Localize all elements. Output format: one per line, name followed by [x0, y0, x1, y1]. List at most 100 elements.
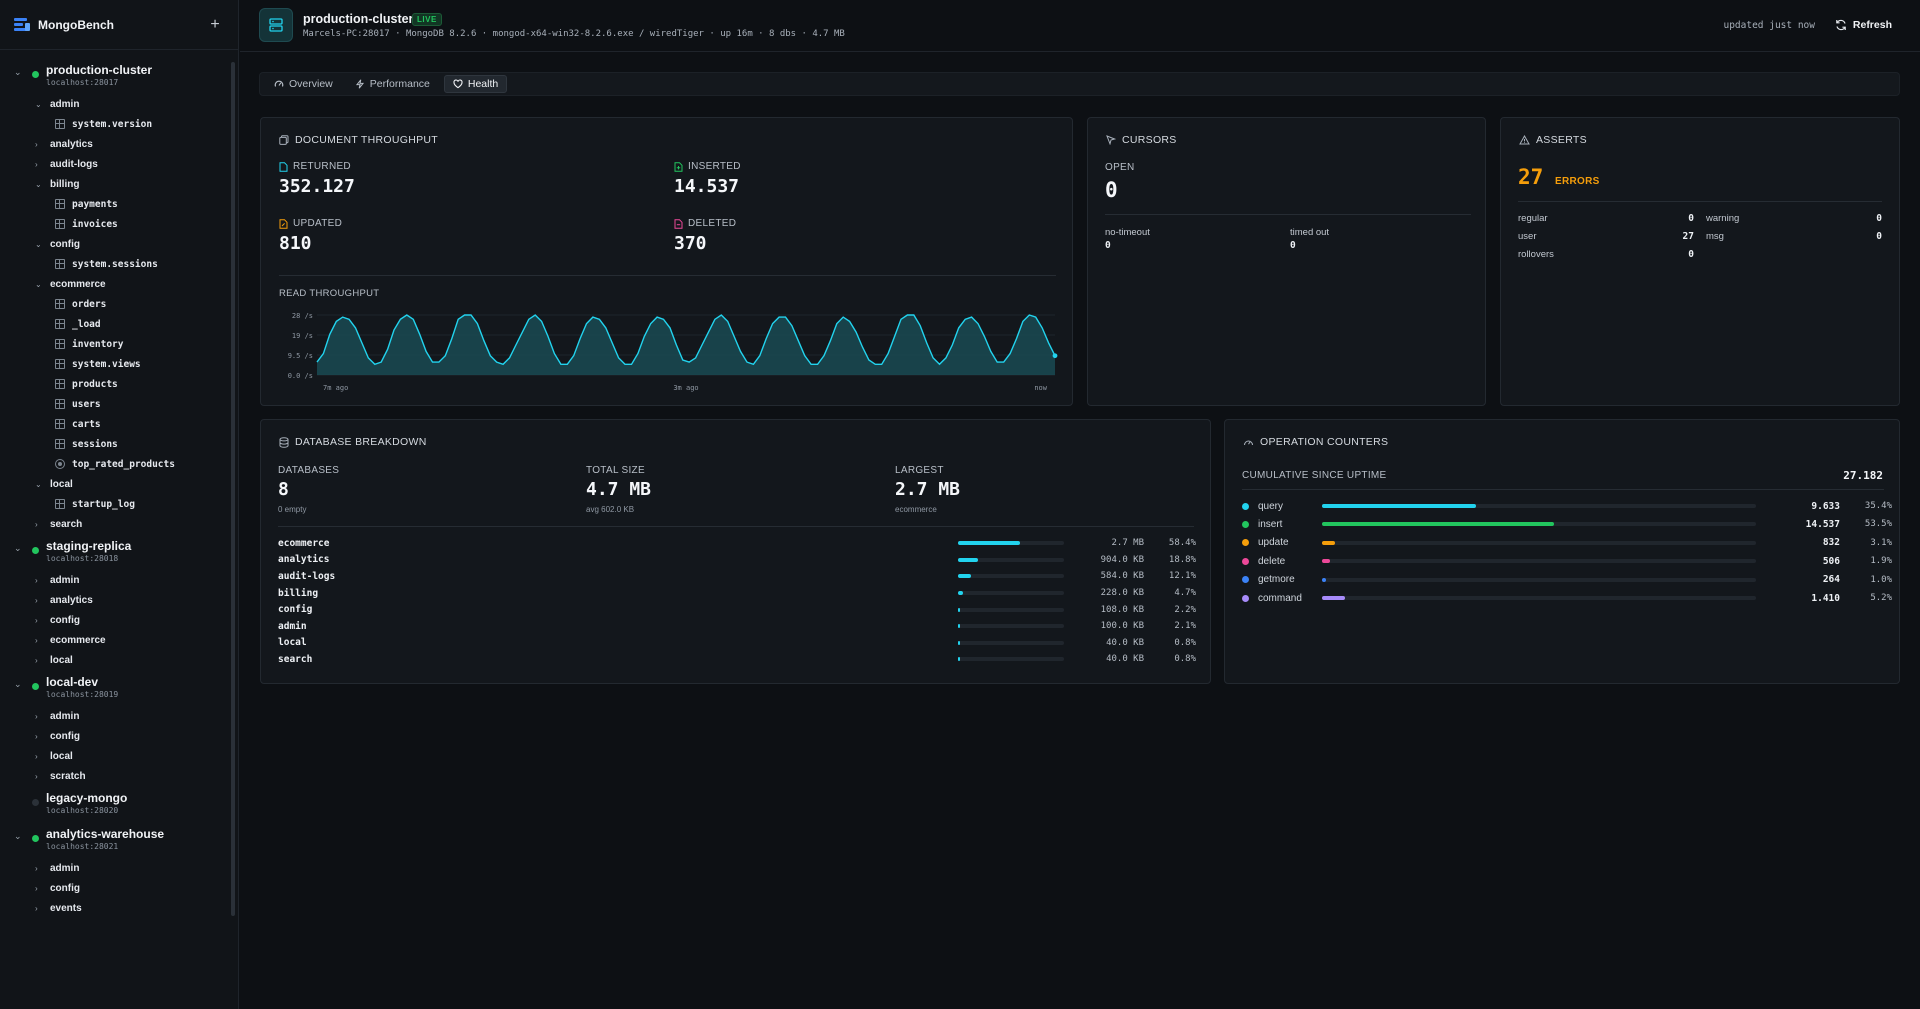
collection-item[interactable]: system.version [0, 114, 232, 134]
database-item[interactable]: › ecommerce [0, 630, 232, 650]
tab-health[interactable]: Health [443, 75, 508, 93]
collection-item[interactable]: products [0, 374, 232, 394]
database-name: billing [50, 178, 80, 190]
database-item[interactable]: › local [0, 650, 232, 670]
collection-item[interactable]: carts [0, 414, 232, 434]
database-item[interactable]: › config [0, 610, 232, 630]
breakdown-pct: 0.8% [1174, 637, 1196, 648]
refresh-button[interactable]: Refresh [1835, 15, 1892, 35]
chevron-down-icon[interactable]: ⌄ [35, 179, 42, 189]
database-item[interactable]: ⌄ billing [0, 174, 232, 194]
chevron-right-icon[interactable]: › [35, 883, 38, 893]
chevron-down-icon[interactable]: ⌄ [14, 831, 22, 841]
database-name: local [50, 654, 73, 666]
database-item[interactable]: › events [0, 898, 232, 918]
database-item[interactable]: › admin [0, 858, 232, 878]
document-plus-icon [674, 161, 683, 172]
chevron-right-icon[interactable]: › [35, 771, 38, 781]
opcounter-value: 9.633 [1811, 500, 1840, 512]
series-dot [1242, 576, 1249, 584]
database-item[interactable]: › admin [0, 570, 232, 590]
tab-overview[interactable]: Overview [266, 75, 341, 93]
largest-sub: ecommerce [895, 505, 937, 514]
collection-item[interactable]: _load [0, 314, 232, 334]
chevron-right-icon[interactable]: › [35, 615, 38, 625]
opcounter-pct: 5.2% [1870, 593, 1892, 603]
x-tick-label: 7m ago [323, 384, 348, 392]
tab-performance[interactable]: Performance [347, 75, 438, 93]
chevron-down-icon[interactable]: ⌄ [35, 239, 42, 249]
chevron-right-icon[interactable]: › [35, 575, 38, 585]
operation-counters-card: OPERATION COUNTERS CUMULATIVE SINCE UPTI… [1224, 419, 1900, 684]
connection-item[interactable]: ⌄ local-dev localhost:28019 [0, 670, 232, 706]
chevron-right-icon[interactable]: › [35, 519, 38, 529]
no-timeout-label: no-timeout [1105, 227, 1150, 238]
database-item[interactable]: › analytics [0, 134, 232, 154]
chevron-down-icon[interactable]: ⌄ [35, 279, 42, 289]
chevron-down-icon[interactable]: ⌄ [14, 543, 22, 553]
database-item[interactable]: ⌄ config [0, 234, 232, 254]
database-item[interactable]: › local [0, 746, 232, 766]
database-item[interactable]: › audit-logs [0, 154, 232, 174]
database-icon [279, 436, 289, 448]
add-connection-button[interactable]: + [210, 15, 220, 33]
database-item[interactable]: ⌄ admin [0, 94, 232, 114]
total-size-sub: avg 602.0 KB [586, 505, 635, 514]
chevron-down-icon[interactable]: ⌄ [14, 67, 22, 77]
database-item[interactable]: ⌄ ecommerce [0, 274, 232, 294]
chevron-right-icon[interactable]: › [35, 711, 38, 721]
chevron-down-icon[interactable]: ⌄ [35, 99, 42, 109]
database-name: admin [50, 862, 80, 874]
connection-item[interactable]: ⌄ analytics-warehouse localhost:28021 [0, 822, 232, 858]
connection-item[interactable]: ⌄ staging-replica localhost:28018 [0, 534, 232, 570]
series-dot [1242, 594, 1249, 602]
collection-item[interactable]: top_rated_products [0, 454, 232, 474]
collection-item[interactable]: payments [0, 194, 232, 214]
database-item[interactable]: ⌄ local [0, 474, 232, 494]
collection-item[interactable]: users [0, 394, 232, 414]
database-item[interactable]: › analytics [0, 590, 232, 610]
connection-item[interactable]: ⌄ production-cluster localhost:28017 [0, 58, 232, 94]
chevron-right-icon[interactable]: › [35, 655, 38, 665]
collection-item[interactable]: system.sessions [0, 254, 232, 274]
chevron-right-icon[interactable]: › [35, 731, 38, 741]
database-item[interactable]: › config [0, 878, 232, 898]
chevron-right-icon[interactable]: › [35, 159, 38, 169]
opcounter-bar [1322, 522, 1756, 527]
database-item[interactable]: › admin [0, 706, 232, 726]
collection-item[interactable]: system.views [0, 354, 232, 374]
collection-item[interactable]: inventory [0, 334, 232, 354]
collection-item[interactable]: startup_log [0, 494, 232, 514]
breakdown-row: local 40.0 KB 0.8% [278, 635, 1196, 652]
sidebar-scrollbar[interactable] [231, 62, 235, 916]
largest-label: LARGEST [895, 465, 944, 476]
chevron-right-icon[interactable]: › [35, 903, 38, 913]
table-icon [55, 299, 65, 309]
database-item[interactable]: › config [0, 726, 232, 746]
card-title: DATABASE BREAKDOWN [279, 436, 427, 448]
breakdown-pct: 12.1% [1168, 571, 1196, 582]
chevron-right-icon[interactable]: › [35, 139, 38, 149]
status-dot [32, 799, 39, 806]
chevron-right-icon[interactable]: › [35, 635, 38, 645]
collection-item[interactable]: invoices [0, 214, 232, 234]
collection-item[interactable]: orders [0, 294, 232, 314]
collection-item[interactable]: sessions [0, 434, 232, 454]
chevron-right-icon[interactable]: › [35, 751, 38, 761]
database-item[interactable]: › search [0, 514, 232, 534]
gauge-icon [1244, 440, 1253, 446]
connection-item[interactable]: legacy-mongo localhost:28020 [0, 786, 232, 822]
updated-status: updated just now [1723, 20, 1815, 31]
total-size-value: 4.7 MB [586, 479, 652, 500]
database-item[interactable]: › scratch [0, 766, 232, 786]
database-name: admin [50, 98, 80, 110]
cursors-title: CURSORS [1122, 134, 1177, 146]
breakdown-size: 228.0 KB [1100, 588, 1144, 599]
chevron-down-icon[interactable]: ⌄ [14, 679, 22, 689]
opcounter-row: getmore 264 1.0% [1242, 571, 1892, 589]
divider [1105, 214, 1471, 215]
collection-name: payments [72, 198, 118, 210]
chevron-down-icon[interactable]: ⌄ [35, 479, 42, 489]
chevron-right-icon[interactable]: › [35, 863, 38, 873]
chevron-right-icon[interactable]: › [35, 595, 38, 605]
